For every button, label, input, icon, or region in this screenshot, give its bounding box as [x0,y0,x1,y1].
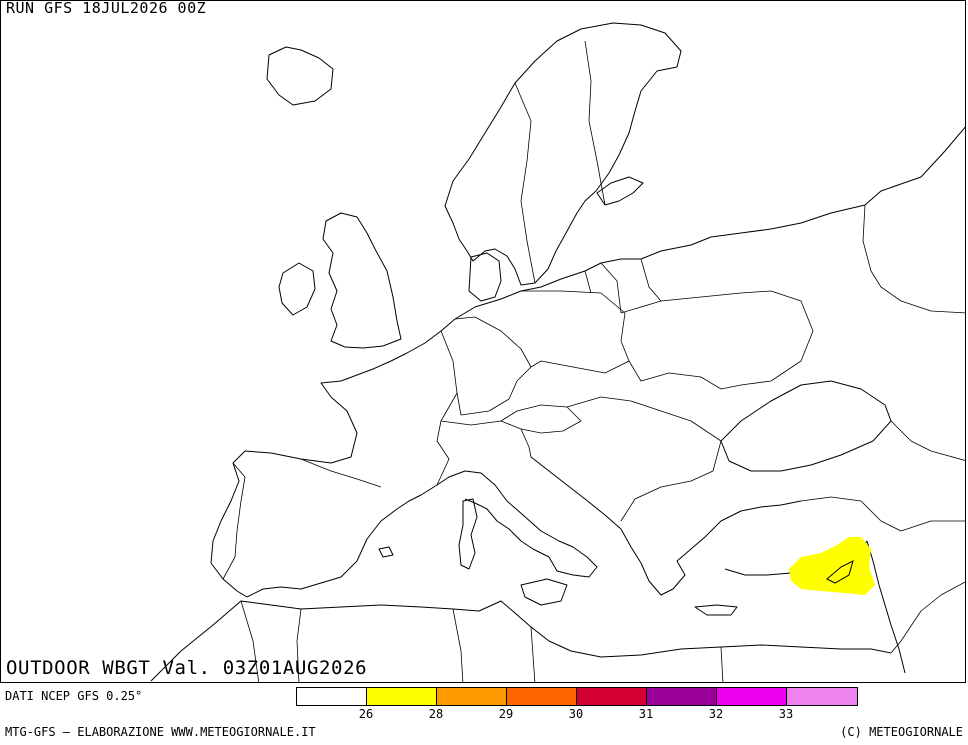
border-austria [500,404,582,434]
coastline-scandinavia [444,22,682,286]
map-panel: RUN GFS 18JUL2026 00Z OUTDOOR WBGT Val. … [0,0,966,683]
coastline-north-africa [150,600,892,682]
color-swatch-3 [507,688,577,705]
tick-label: 33 [778,707,794,721]
coastline-iceland [266,46,334,106]
europe-map [150,22,965,682]
color-swatch-6 [717,688,787,705]
coastline-levant [866,540,906,674]
border-turkey-east [800,496,965,532]
color-scale [296,687,858,706]
coastline-balkans [530,456,802,596]
coastline-mainland [406,126,965,354]
border-north-africa [240,581,965,682]
border-scandinavia [514,40,606,284]
tick-label: 30 [568,707,584,721]
coastline-ireland [278,262,316,316]
coastline-black-sea [720,380,892,472]
tick-label: 31 [638,707,654,721]
color-swatch-2 [437,688,507,705]
border-france [436,330,458,486]
color-swatch-4 [577,688,647,705]
field-title: OUTDOOR WBGT Val. 03Z01AUG2026 [6,657,368,679]
coastline-cyprus-overlay [826,560,854,584]
coastline-denmark [468,252,502,302]
tick-label: 32 [708,707,724,721]
border-poland [521,290,630,374]
border-italy [440,420,532,458]
run-title: RUN GFS 18JUL2026 00Z [6,1,211,17]
border-belarus-baltic [584,258,662,314]
coastline-sicily [520,578,568,606]
border-caucasus [890,420,965,461]
color-swatch-7 [787,688,857,705]
color-swatch-1 [367,688,437,705]
border-iberia [222,462,246,580]
color-swatch-0 [297,688,367,705]
tick-label: 29 [498,707,514,721]
coastline-crete [694,604,738,616]
coastline-corsica-sardinia [458,498,478,570]
tick-label: 28 [428,707,444,721]
coastline-finland [596,176,644,206]
data-source-label: DATI NCEP GFS 0.25° [5,689,143,703]
credit-left: MTG-GFS — ELABORAZIONE WWW.METEOGIORNALE… [5,725,316,739]
border-germany [454,316,532,416]
credit-right: (C) METEOGIORNALE [840,725,963,739]
wbgt-area-26-28 [789,537,875,595]
coastline-iberia-south [246,470,598,598]
color-swatch-5 [647,688,717,705]
border-ukraine [620,290,814,390]
coastline-great-britain [322,212,402,349]
border-pyrenees [300,458,382,488]
color-scale-ticks: 26 28 29 30 31 32 33 [296,707,860,723]
coastline-baleari [378,546,394,558]
coastline-west-europe [210,352,408,598]
tick-label: 26 [358,707,374,721]
border-russia-east [862,204,965,314]
border-balkans-inner [566,396,722,522]
